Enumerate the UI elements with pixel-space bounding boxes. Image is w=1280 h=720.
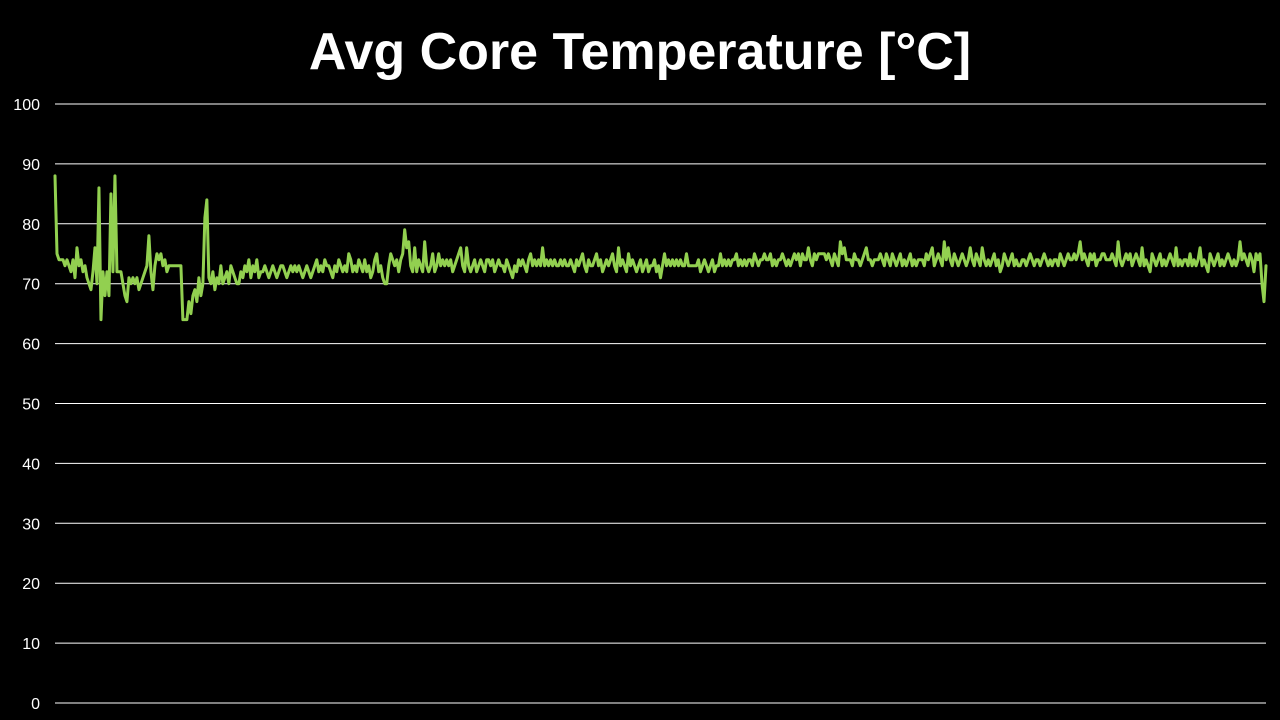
y-tick-label: 0 bbox=[31, 696, 40, 713]
y-tick-label: 90 bbox=[22, 157, 40, 174]
y-tick-label: 10 bbox=[22, 636, 40, 653]
y-tick-label: 20 bbox=[22, 576, 40, 593]
grid-group bbox=[55, 103, 1266, 704]
y-tick-label: 50 bbox=[22, 397, 40, 414]
y-tick-label: 30 bbox=[22, 516, 40, 533]
series-group bbox=[53, 174, 1268, 322]
y-tick-label: 70 bbox=[22, 277, 40, 294]
chart-title: Avg Core Temperature [°C] bbox=[308, 23, 972, 81]
y-tick-label: 80 bbox=[22, 217, 40, 234]
y-axis-ticks: 0 10 20 30 40 50 60 70 80 90 100 bbox=[13, 97, 40, 713]
y-tick-label: 40 bbox=[22, 456, 40, 473]
y-tick-label: 100 bbox=[13, 97, 40, 114]
series-line-0 bbox=[53, 174, 1268, 322]
y-tick-label: 60 bbox=[22, 337, 40, 354]
